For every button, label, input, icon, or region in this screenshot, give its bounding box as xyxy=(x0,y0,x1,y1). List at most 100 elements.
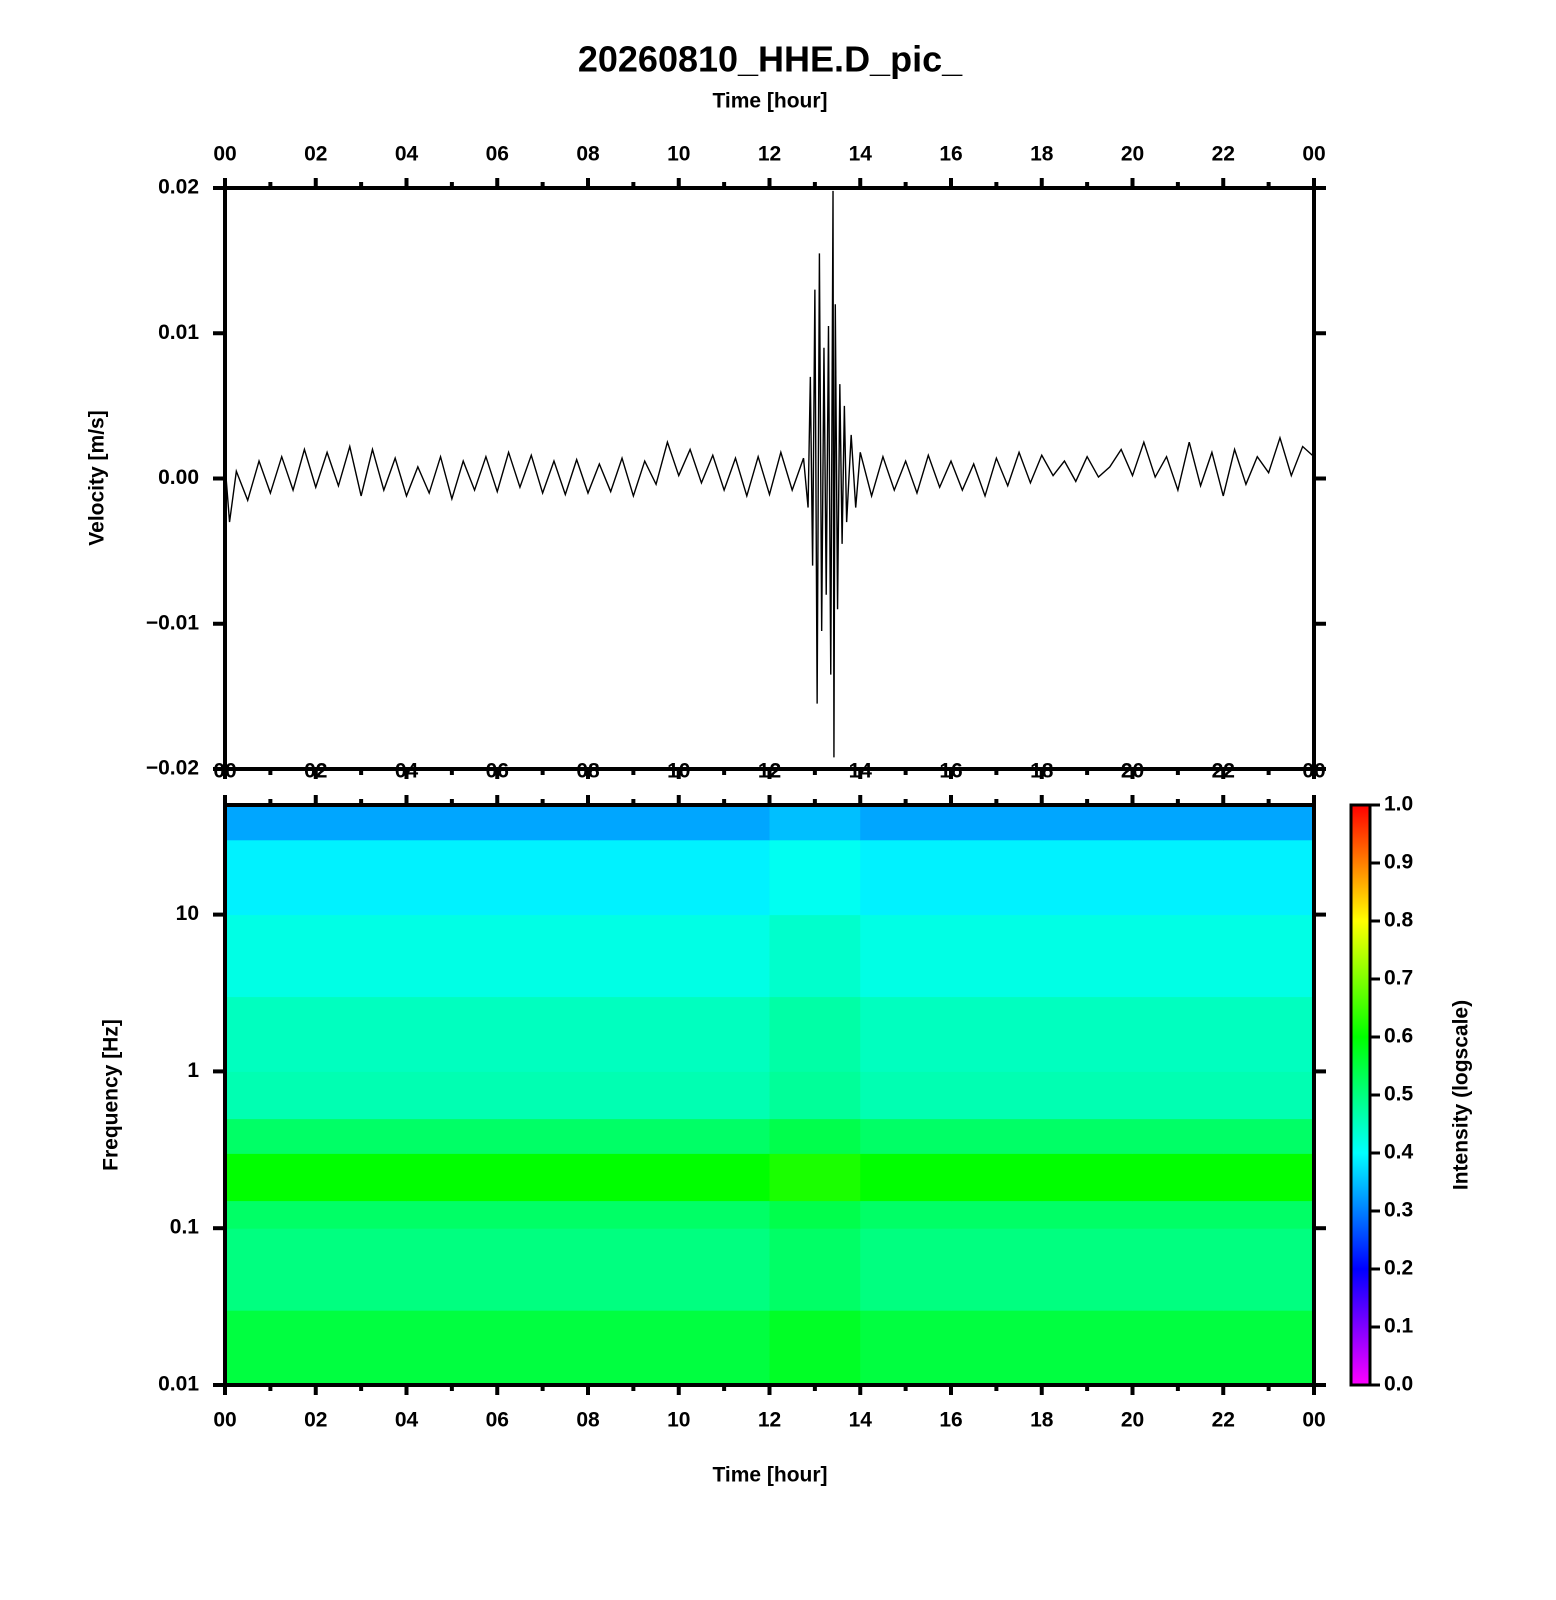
colorbar-tick-label: 0.6 xyxy=(1384,1025,1413,1048)
heatmap-cell xyxy=(1041,839,1133,916)
x-tick-label: 18 xyxy=(1030,760,1054,783)
heatmap-cell xyxy=(951,1071,1043,1120)
heatmap-cell xyxy=(951,1310,1043,1386)
x-tick-label: 20 xyxy=(1121,143,1144,166)
heatmap-cell xyxy=(406,1153,498,1202)
heatmap-cell xyxy=(860,839,952,916)
heatmap-cell xyxy=(497,1153,589,1202)
heatmap-cell xyxy=(769,805,861,841)
heatmap-cell xyxy=(406,839,498,916)
heatmap-cell xyxy=(497,914,589,998)
heatmap-cell xyxy=(1132,996,1224,1072)
heatmap-cell xyxy=(225,1118,317,1154)
heatmap-cell xyxy=(1132,1071,1224,1120)
heatmap-cell xyxy=(678,996,770,1072)
x-tick-label: 14 xyxy=(849,1409,873,1432)
heatmap-cell xyxy=(951,805,1043,841)
heatmap-cell xyxy=(497,1228,589,1311)
heatmap-cell xyxy=(1223,1200,1315,1229)
heatmap-cell xyxy=(860,1071,952,1120)
x-tick-label: 02 xyxy=(304,143,327,166)
heatmap-cell xyxy=(1223,1071,1315,1120)
colorbar-tick-label: 0.2 xyxy=(1384,1257,1413,1280)
heatmap-cell xyxy=(588,1228,680,1311)
x-tick-label: 18 xyxy=(1030,1409,1054,1432)
heatmap-cell xyxy=(860,1310,952,1386)
heatmap-cell xyxy=(1223,914,1315,998)
heatmap-cell xyxy=(1223,996,1315,1072)
x-tick-label: 00 xyxy=(1302,760,1325,783)
heatmap-cell xyxy=(406,1228,498,1311)
x-tick-label: 14 xyxy=(849,143,873,166)
heatmap-cell xyxy=(769,996,861,1072)
colorbar-tick-label: 0.4 xyxy=(1384,1141,1414,1164)
x-tick-label: 12 xyxy=(758,1409,781,1432)
y-tick-label: 0.01 xyxy=(158,321,199,344)
x-tick-label: 22 xyxy=(1212,1409,1235,1432)
heatmap-cell xyxy=(406,996,498,1072)
x-tick-label: 06 xyxy=(486,1409,509,1432)
heatmap-cell xyxy=(497,805,589,841)
heatmap-cell xyxy=(225,1200,317,1229)
heatmap-cell xyxy=(860,914,952,998)
x-axis-label: Time [hour] xyxy=(712,1464,827,1487)
colorbar-tick-label: 0.3 xyxy=(1384,1199,1413,1222)
heatmap-cell xyxy=(406,1310,498,1386)
colorbar-tick-label: 0.1 xyxy=(1384,1315,1414,1338)
heatmap-cell xyxy=(1223,805,1315,841)
heatmap-cell xyxy=(1132,914,1224,998)
heatmap-cell xyxy=(951,1118,1043,1154)
y-tick-label: 10 xyxy=(176,902,199,925)
x-tick-label: 12 xyxy=(758,760,781,783)
x-tick-label: 12 xyxy=(758,143,781,166)
heatmap-cell xyxy=(860,1200,952,1229)
x-tick-label: 08 xyxy=(576,143,600,166)
heatmap-cell xyxy=(225,1153,317,1202)
heatmap-cell xyxy=(951,1200,1043,1229)
colorbar xyxy=(1349,803,1372,1387)
x-tick-label: 02 xyxy=(304,760,327,783)
heatmap-cell xyxy=(1041,805,1133,841)
heatmap-cell xyxy=(1041,1228,1133,1311)
heatmap-cell xyxy=(225,914,317,998)
heatmap-cell xyxy=(497,1118,589,1154)
heatmap-cell xyxy=(315,1071,407,1120)
heatmap-cell xyxy=(1041,1153,1133,1202)
heatmap-cell xyxy=(588,839,680,916)
heatmap-cell xyxy=(315,1118,407,1154)
heatmap-cell xyxy=(678,914,770,998)
y-axis-label: Velocity [m/s] xyxy=(86,410,109,545)
heatmap-cell xyxy=(497,1071,589,1120)
x-tick-label: 06 xyxy=(486,143,509,166)
heatmap-cell xyxy=(951,839,1043,916)
heatmap-cell xyxy=(315,1200,407,1229)
heatmap-cell xyxy=(769,1228,861,1311)
heatmap-cell xyxy=(678,1118,770,1154)
heatmap-cell xyxy=(315,1153,407,1202)
y-tick-label: −0.01 xyxy=(146,611,199,634)
x-tick-label: 00 xyxy=(1302,1409,1325,1432)
heatmap-cell xyxy=(315,914,407,998)
heatmap-cell xyxy=(1223,1153,1315,1202)
heatmap-cell xyxy=(588,1153,680,1202)
heatmap-cell xyxy=(860,805,952,841)
heatmap-cell xyxy=(225,1228,317,1311)
heatmap-cell xyxy=(225,996,317,1072)
y-tick-label: 0.00 xyxy=(158,466,199,489)
colorbar-tick-label: 0.0 xyxy=(1384,1373,1413,1396)
x-tick-label: 04 xyxy=(395,143,419,166)
heatmap-cell xyxy=(406,1200,498,1229)
heatmap-cell xyxy=(769,839,861,916)
y-tick-label: 0.01 xyxy=(158,1373,199,1396)
heatmap-cell xyxy=(860,996,952,1072)
y-tick-label: −0.02 xyxy=(146,757,199,780)
x-tick-label: 02 xyxy=(304,1409,327,1432)
heatmap-cell xyxy=(497,1310,589,1386)
heatmap-cell xyxy=(1132,1153,1224,1202)
heatmap-cell xyxy=(225,1310,317,1386)
x-tick-label: 20 xyxy=(1121,1409,1144,1432)
colorbar-tick-label: 1.0 xyxy=(1384,793,1413,816)
heatmap-cell xyxy=(1223,1228,1315,1311)
